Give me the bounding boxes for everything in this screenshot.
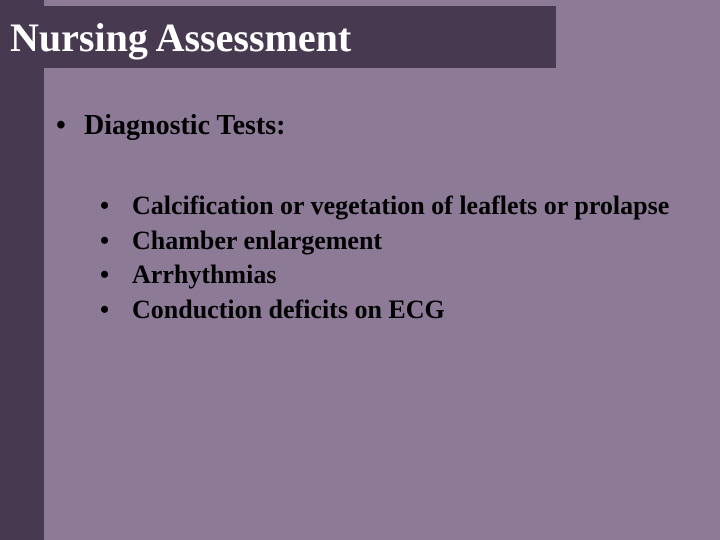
title-bar: Nursing Assessment bbox=[6, 6, 556, 68]
bullet-list: • Calcification or vegetation of leaflet… bbox=[56, 190, 676, 326]
item-bullet: • bbox=[100, 225, 132, 258]
section-bullet: • bbox=[56, 110, 84, 142]
left-accent-bar bbox=[0, 0, 44, 540]
item-text: Conduction deficits on ECG bbox=[132, 294, 676, 327]
slide-title: Nursing Assessment bbox=[10, 14, 351, 61]
item-bullet: • bbox=[100, 294, 132, 327]
section-label: Diagnostic Tests: bbox=[84, 110, 285, 142]
item-text: Arrhythmias bbox=[132, 259, 676, 292]
item-text: Calcification or vegetation of leaflets … bbox=[132, 190, 676, 223]
list-item: • Chamber enlargement bbox=[100, 225, 676, 258]
list-item: • Arrhythmias bbox=[100, 259, 676, 292]
section-header: • Diagnostic Tests: bbox=[56, 110, 676, 142]
list-item: • Conduction deficits on ECG bbox=[100, 294, 676, 327]
content-area: • Diagnostic Tests: • Calcification or v… bbox=[56, 110, 676, 328]
item-bullet: • bbox=[100, 190, 132, 223]
item-bullet: • bbox=[100, 259, 132, 292]
item-text: Chamber enlargement bbox=[132, 225, 676, 258]
list-item: • Calcification or vegetation of leaflet… bbox=[100, 190, 676, 223]
